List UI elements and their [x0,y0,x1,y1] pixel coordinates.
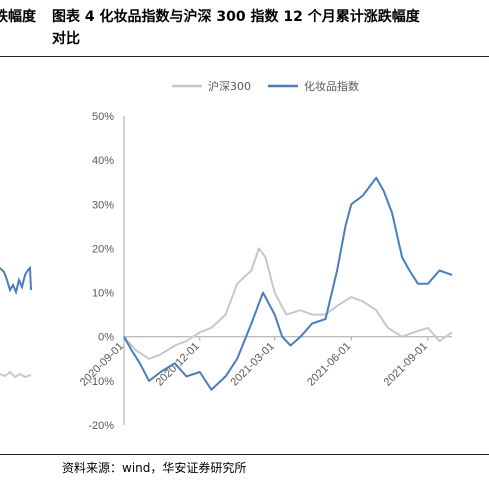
left-panel-title-fragment: 跌幅度 [0,9,36,25]
legend-label-hs300: 沪深300 [208,79,251,93]
left-panel-hs300-line [0,370,32,379]
chart-legend: 沪深300 化妆品指数 [172,79,359,93]
y-tick-label: 0% [98,332,114,344]
x-tick-label: 2021-03-01 [229,340,277,388]
y-tick-label: -20% [88,420,114,432]
y-tick-label: -10% [88,376,114,388]
x-tick-label: 2020-12-01 [154,340,202,388]
y-tick-label: 40% [92,155,114,167]
y-tick-label: 20% [92,243,114,255]
y-tick-label: 10% [92,288,114,300]
figure-title-continued: 对比 [52,31,80,47]
source-note: 资料来源：wind，华安证券研究所 [62,461,247,475]
left-panel-fragment [0,265,32,379]
chart-axes: 50%40%30%20%10%0%-10%-20%2020-09-01 2020-… [78,111,452,432]
top-rule [0,56,489,57]
legend-label-cosmetics: 化妆品指数 [304,79,359,93]
left-panel-cosmetics-line [0,265,32,296]
chart-series [123,176,453,391]
series-line-cosmetics [123,176,453,391]
bottom-rule [0,454,489,455]
y-tick-label: 30% [92,199,114,211]
series-line-hs300 [123,247,453,360]
x-tick-label: 2021-06-01 [305,340,353,388]
figure-title: 图表 4 化妆品指数与沪深 300 指数 12 个月累计涨跌幅度 [52,9,420,25]
x-tick-label: 2021-09-01 [382,340,430,388]
y-tick-label: 50% [92,111,114,123]
